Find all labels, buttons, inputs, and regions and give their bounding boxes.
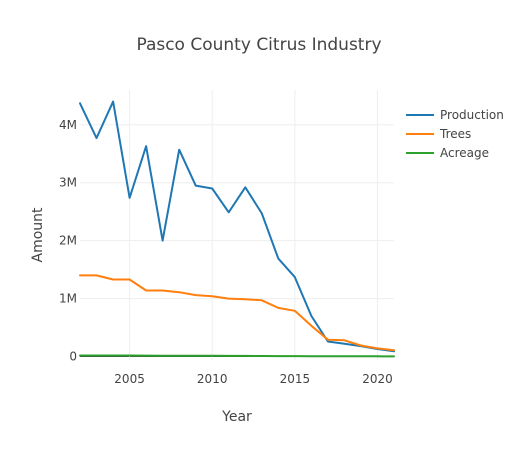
y-tick-label: 3M xyxy=(59,176,77,190)
series-line-production xyxy=(79,100,395,353)
x-axis-title: Year xyxy=(221,409,252,425)
y-axis-title: Amount xyxy=(30,207,46,263)
legend-item-production[interactable]: Production xyxy=(406,108,504,122)
grid-lines xyxy=(80,90,394,360)
y-tick-label: 4M xyxy=(59,118,77,132)
series-line-acreage xyxy=(79,354,395,358)
legend-item-acreage[interactable]: Acreage xyxy=(406,146,489,160)
x-tick-label: 2020 xyxy=(362,372,393,386)
y-axis-ticks: 0 1M 2M 3M 4M xyxy=(59,118,77,364)
x-axis-ticks: 2005 2010 2015 2020 xyxy=(114,372,392,386)
series-lines xyxy=(79,100,395,358)
x-tick-label: 2015 xyxy=(280,372,311,386)
y-tick-label: 1M xyxy=(59,292,77,306)
chart-title: Pasco County Citrus Industry xyxy=(136,35,381,55)
x-tick-label: 2010 xyxy=(197,372,228,386)
legend-label: Production xyxy=(440,108,504,122)
legend[interactable]: Production Trees Acreage xyxy=(406,108,504,160)
series-line-trees xyxy=(79,274,395,352)
legend-label: Acreage xyxy=(440,146,489,160)
legend-item-trees[interactable]: Trees xyxy=(406,127,471,141)
y-tick-label: 0 xyxy=(69,350,77,364)
x-tick-label: 2005 xyxy=(114,372,145,386)
y-tick-label: 2M xyxy=(59,234,77,248)
legend-label: Trees xyxy=(439,127,471,141)
